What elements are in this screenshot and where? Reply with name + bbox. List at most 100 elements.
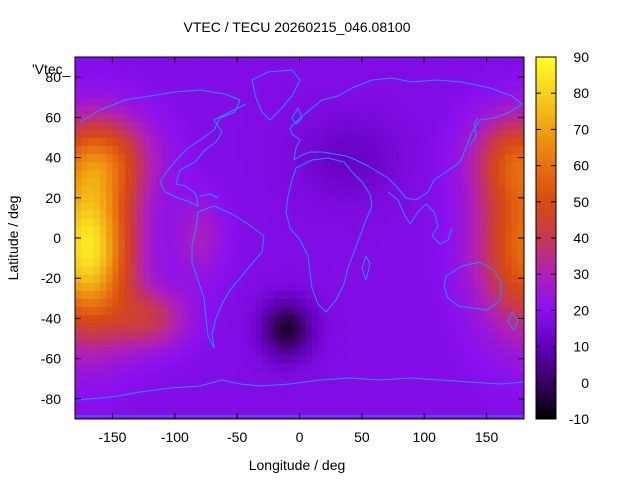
heatmap-cell	[455, 153, 463, 163]
heatmap-cell	[461, 57, 469, 66]
heatmap-cell	[205, 290, 213, 299]
heatmap-cell	[137, 137, 145, 147]
heatmap-cell	[118, 233, 126, 243]
heatmap-cell	[505, 258, 513, 267]
heatmap-cell	[112, 81, 120, 90]
heatmap-cell	[262, 129, 269, 139]
heatmap-cell	[81, 362, 89, 372]
heatmap-cell	[480, 73, 488, 82]
heatmap-cell	[262, 306, 269, 316]
heatmap-cell	[280, 185, 288, 195]
heatmap-cell	[174, 169, 182, 179]
heatmap-cell	[430, 161, 438, 171]
heatmap-cell	[99, 378, 107, 388]
heatmap-cell	[193, 354, 201, 364]
heatmap-cell	[480, 193, 488, 203]
heatmap-cell	[455, 233, 463, 243]
heatmap-cell	[455, 105, 463, 114]
heatmap-cell	[243, 378, 251, 388]
heatmap-cell	[187, 193, 195, 203]
heatmap-cell	[324, 209, 332, 219]
heatmap-cell	[380, 362, 388, 372]
heatmap-cell	[299, 209, 307, 219]
heatmap-cell	[224, 346, 232, 356]
heatmap-cell	[467, 217, 475, 227]
heatmap-cell	[318, 201, 326, 211]
heatmap-cell	[181, 386, 188, 396]
heatmap-cell	[411, 266, 419, 275]
heatmap-cell	[361, 161, 369, 171]
heatmap-cell	[181, 105, 188, 114]
heatmap-cell	[274, 346, 282, 356]
heatmap-cell	[149, 362, 157, 372]
heatmap-cell	[181, 274, 188, 283]
heatmap-cell	[442, 209, 450, 219]
heatmap-cell	[293, 177, 301, 187]
heatmap-cell	[305, 330, 313, 340]
heatmap-cell	[424, 121, 432, 130]
heatmap-cell	[243, 57, 251, 66]
heatmap-cell	[299, 161, 307, 171]
heatmap-cell	[467, 137, 475, 147]
heatmap-cell	[287, 137, 294, 147]
heatmap-cell	[87, 378, 95, 388]
coastline-greenland	[251, 69, 301, 121]
heatmap-cell	[156, 153, 163, 163]
heatmap-cell	[499, 113, 506, 122]
heatmap-cell	[417, 145, 425, 155]
heatmap-cell	[118, 346, 126, 356]
heatmap-cell	[355, 97, 363, 106]
heatmap-cell	[361, 145, 369, 155]
heatmap-cell	[118, 386, 126, 396]
heatmap-cell	[368, 113, 375, 122]
heatmap-cell	[461, 105, 469, 114]
heatmap-cell	[517, 177, 524, 187]
heatmap-cell	[212, 217, 220, 227]
heatmap-cell	[368, 290, 375, 299]
heatmap-cell	[417, 346, 425, 356]
heatmap-cell	[162, 185, 170, 195]
heatmap-cell	[505, 354, 513, 364]
heatmap-cell	[324, 410, 332, 419]
heatmap-cell	[280, 233, 288, 243]
heatmap-cell	[430, 193, 438, 203]
heatmap-cell	[99, 242, 107, 251]
heatmap-cell	[499, 410, 506, 419]
heatmap-cell	[268, 330, 276, 340]
heatmap-cell	[268, 346, 276, 356]
heatmap-cell	[417, 250, 425, 259]
heatmap-cell	[255, 137, 263, 147]
heatmap-cell	[280, 89, 288, 98]
heatmap-cell	[156, 370, 163, 380]
heatmap-cell	[168, 378, 176, 388]
heatmap-cell	[81, 258, 89, 267]
heatmap-cell	[137, 201, 145, 211]
heatmap-cell	[380, 209, 388, 219]
heatmap-cell	[237, 153, 244, 163]
heatmap-cell	[75, 65, 82, 74]
heatmap-cell	[467, 370, 475, 380]
heatmap-cell	[505, 242, 513, 251]
heatmap-cell	[181, 338, 188, 348]
heatmap-cell	[112, 322, 120, 332]
heatmap-cell	[467, 209, 475, 219]
heatmap-cell	[230, 73, 238, 82]
heatmap-cell	[137, 81, 145, 90]
heatmap-cell	[162, 145, 170, 155]
heatmap-cell	[430, 402, 438, 412]
heatmap-cell	[374, 233, 382, 243]
heatmap-cell	[436, 153, 444, 163]
heatmap-cell	[411, 378, 419, 388]
heatmap-cell	[87, 193, 95, 203]
heatmap-cell	[505, 169, 513, 179]
heatmap-cell	[399, 153, 407, 163]
heatmap-cell	[287, 177, 294, 187]
heatmap-cell	[112, 394, 120, 404]
heatmap-cell	[399, 282, 407, 291]
heatmap-cell	[486, 105, 494, 114]
heatmap-cell	[430, 65, 438, 74]
heatmap-cell	[162, 330, 170, 340]
heatmap-cell	[293, 201, 301, 211]
heatmap-cell	[336, 410, 344, 419]
heatmap-cell	[274, 354, 282, 364]
